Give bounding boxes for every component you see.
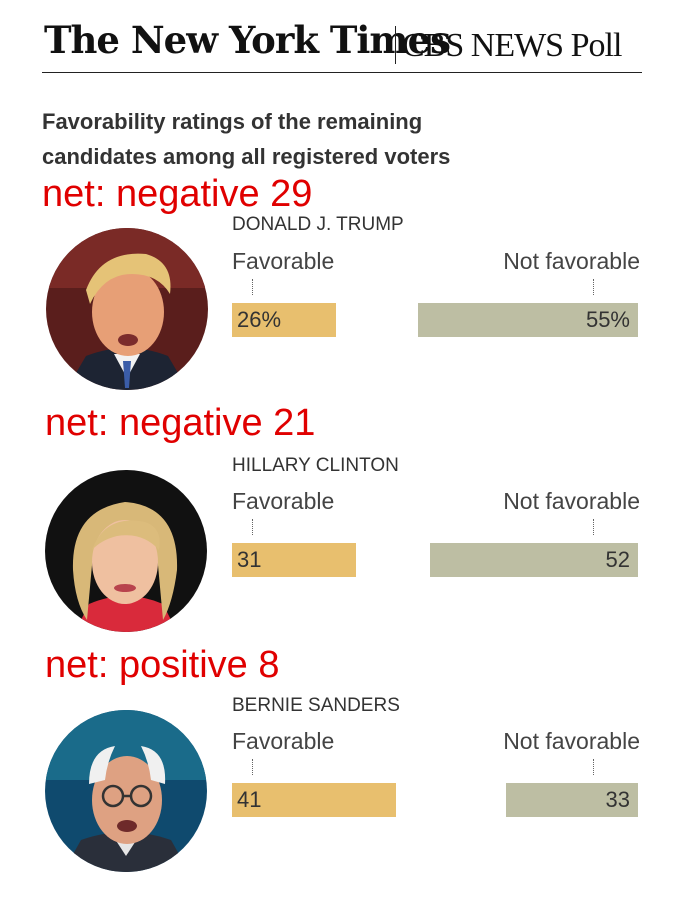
candidate-name-clinton: HILLARY CLINTON bbox=[232, 455, 399, 476]
nyt-logo: The New York Times bbox=[44, 18, 451, 62]
net-annotation-clinton: net: negative 21 bbox=[45, 402, 316, 444]
not-favorable-label-trump: Not favorable bbox=[503, 248, 640, 274]
clinton-photo bbox=[45, 470, 207, 632]
trump-photo bbox=[46, 228, 208, 390]
net-annotation-trump: net: negative 29 bbox=[42, 173, 313, 215]
not-favorable-label-sanders: Not favorable bbox=[503, 728, 640, 754]
not-favorable-tick-clinton bbox=[593, 519, 594, 535]
sanders-photo bbox=[45, 710, 207, 872]
favorable-label-trump: Favorable bbox=[232, 248, 335, 274]
net-annotation-sanders: net: positive 8 bbox=[45, 644, 280, 686]
favorable-label-clinton: Favorable bbox=[232, 488, 335, 514]
candidate-name-trump: DONALD J. TRUMP bbox=[232, 214, 404, 235]
favorable-bar-trump: 26% bbox=[232, 303, 336, 337]
not-favorable-tick-sanders bbox=[593, 759, 594, 775]
favorable-tick-trump bbox=[252, 279, 253, 295]
not-favorable-tick-trump bbox=[593, 279, 594, 295]
not-favorable-label-clinton: Not favorable bbox=[503, 488, 640, 514]
favorable-label-sanders: Favorable bbox=[232, 728, 335, 754]
favorable-tick-clinton bbox=[252, 519, 253, 535]
cbs-poll-logo: CBS NEWS Poll bbox=[402, 27, 622, 64]
candidate-name-sanders: BERNIE SANDERS bbox=[232, 695, 400, 716]
favorable-tick-sanders bbox=[252, 759, 253, 775]
favorable-bar-sanders: 41 bbox=[232, 783, 396, 817]
not-favorable-bar-trump: 55% bbox=[418, 303, 638, 337]
masthead: The New York Times CBS NEWS Poll bbox=[42, 12, 642, 73]
not-favorable-bar-clinton: 52 bbox=[430, 543, 638, 577]
masthead-separator bbox=[395, 26, 396, 64]
not-favorable-bar-sanders: 33 bbox=[506, 783, 638, 817]
chart-subtitle: Favorability ratings of the remaining ca… bbox=[42, 109, 451, 169]
favorable-bar-clinton: 31 bbox=[232, 543, 356, 577]
